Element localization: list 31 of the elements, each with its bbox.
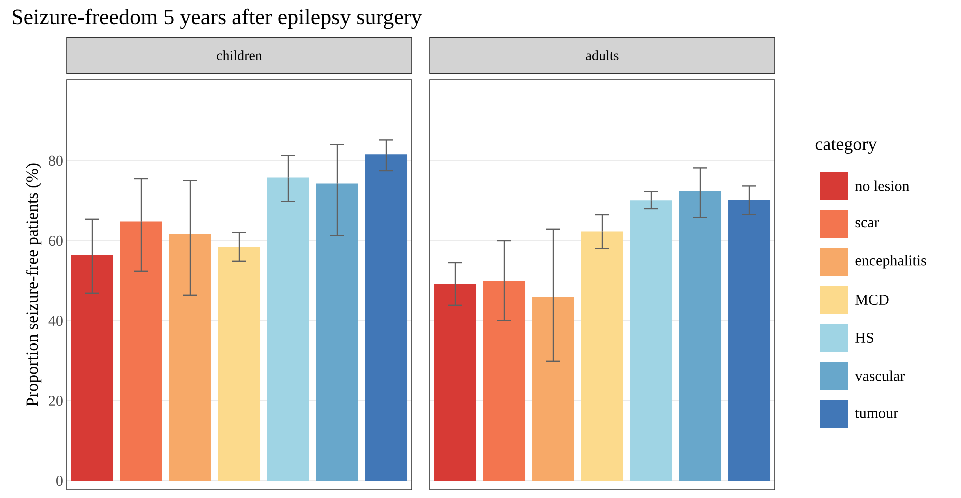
y-tick-label: 20 bbox=[49, 396, 63, 406]
bar bbox=[218, 246, 261, 481]
chart-title: Seizure-freedom 5 years after epilepsy surgery bbox=[13, 8, 422, 30]
bar bbox=[316, 184, 359, 481]
bar bbox=[484, 281, 526, 481]
legend-label: scar bbox=[856, 220, 880, 228]
legend-label: no lesion bbox=[856, 180, 910, 192]
bar bbox=[434, 284, 477, 481]
bar bbox=[120, 222, 162, 481]
x-tick-label: adults bbox=[586, 50, 619, 61]
bar bbox=[72, 255, 114, 481]
bar bbox=[630, 200, 673, 481]
y-tick-label: 60 bbox=[49, 236, 63, 246]
legend-label: HS bbox=[856, 332, 874, 344]
y-tick-label: 80 bbox=[49, 156, 63, 166]
bar bbox=[680, 191, 722, 481]
x-tick-label: children bbox=[217, 50, 262, 61]
bar bbox=[532, 297, 575, 481]
y-tick-label: 40 bbox=[48, 316, 63, 326]
bar bbox=[582, 232, 624, 481]
bar bbox=[728, 200, 771, 481]
legend-title: category bbox=[816, 140, 878, 154]
legend-label: vascular bbox=[855, 370, 906, 382]
y-axis-title: Proportion seizure-free patients (%) bbox=[26, 164, 42, 407]
legend-label: encephalitis bbox=[856, 255, 926, 269]
bar bbox=[170, 234, 212, 481]
legend-label: MCD bbox=[856, 294, 889, 306]
legend-label: tumour bbox=[855, 410, 898, 418]
bar bbox=[268, 178, 310, 481]
bar bbox=[366, 154, 408, 481]
y-tick-label: 0 bbox=[56, 476, 63, 486]
